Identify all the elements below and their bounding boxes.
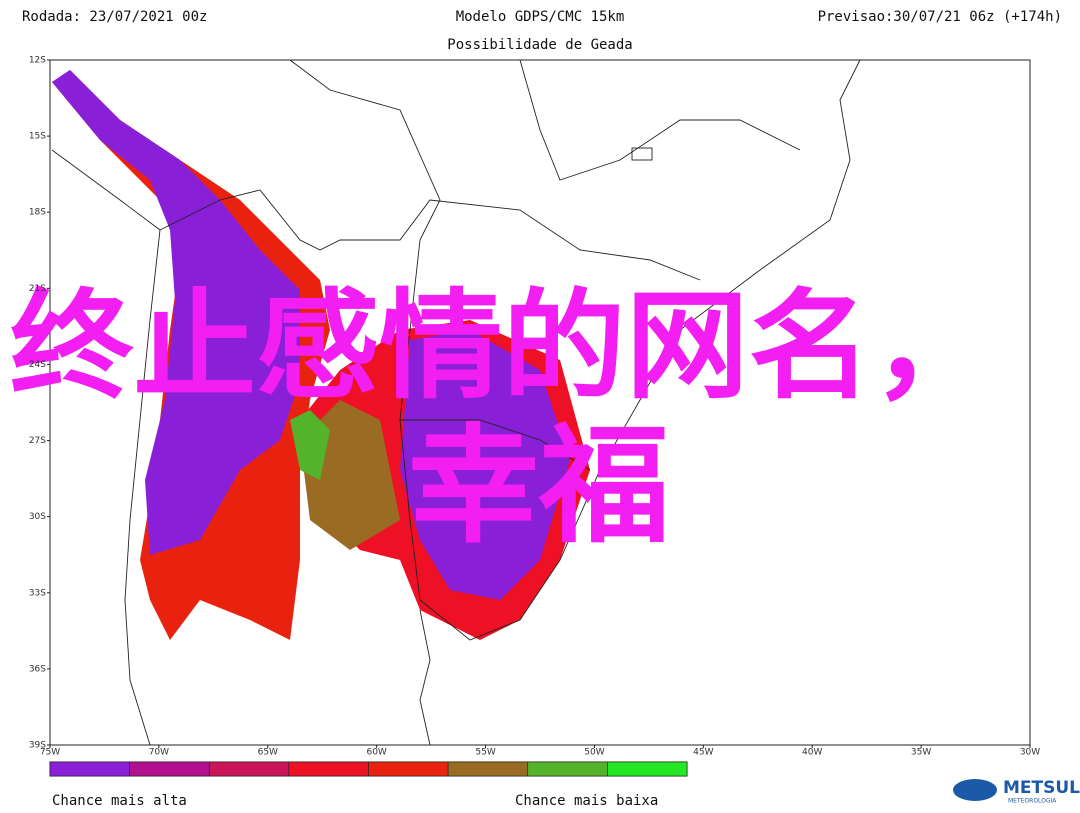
legend-swatch: [49, 761, 130, 777]
forecast-label: Previsao:30/07/21 06z (+174h): [818, 9, 1062, 25]
legend-high: Chance mais alta: [52, 793, 187, 809]
lon-label: 60W: [366, 748, 386, 758]
lat-label: 36S: [29, 664, 46, 674]
lat-label: 21S: [29, 284, 46, 294]
legend-swatch: [527, 761, 608, 777]
legend-swatch: [607, 761, 688, 777]
lat-label: 30S: [29, 512, 46, 522]
lon-label: 50W: [584, 748, 604, 758]
logo-tagline: METEOROLOGIA: [1008, 798, 1057, 805]
lon-label: 35W: [911, 748, 931, 758]
legend-swatch: [129, 761, 210, 777]
legend-swatch: [447, 761, 529, 777]
lat-label: 33S: [29, 588, 46, 598]
lat-label: 15S: [29, 132, 46, 142]
legend-swatch: [288, 761, 369, 777]
frost-area: [52, 70, 590, 640]
borders: [51, 59, 861, 746]
lon-label: 75W: [40, 748, 60, 758]
legend-swatch: [368, 761, 449, 777]
overlay-line1: 终止感情的网名，: [10, 277, 995, 415]
lon-label: 55W: [475, 748, 495, 758]
logo-name: METSUL: [1003, 778, 1080, 798]
legend-swatch: [208, 761, 290, 777]
legend-low: Chance mais baixa: [515, 793, 658, 809]
lon-label: 70W: [149, 748, 169, 758]
lat-label: 39S: [29, 741, 46, 751]
lon-label: 45W: [693, 748, 713, 758]
map-subtitle: Possibilidade de Geada: [447, 37, 632, 53]
lon-label: 40W: [802, 748, 822, 758]
lat-label: 12S: [29, 56, 46, 66]
model-label: Modelo GDPS/CMC 15km: [456, 9, 625, 25]
overlay-line2: 幸福: [408, 412, 670, 561]
lat-label: 27S: [29, 436, 46, 446]
lat-label: 18S: [29, 208, 46, 218]
logo-icon: [953, 779, 997, 801]
lon-label: 65W: [258, 748, 278, 758]
lon-label: 30W: [1020, 748, 1040, 758]
lat-label: 24S: [29, 360, 46, 370]
run-label: Rodada: 23/07/2021 00z: [22, 9, 207, 25]
